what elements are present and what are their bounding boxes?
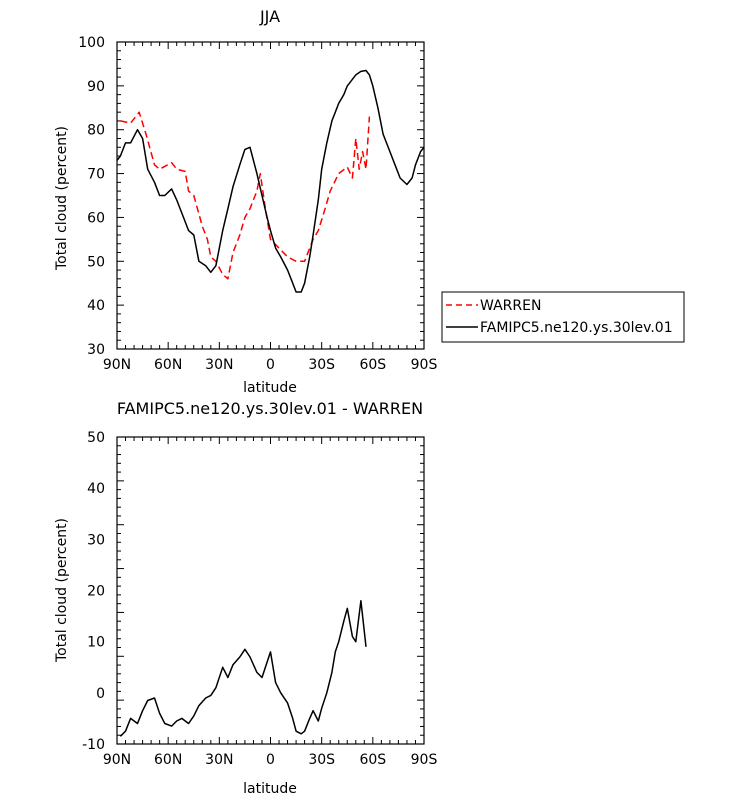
- y-tick-label: 0: [96, 686, 105, 702]
- x-tick-label: 60N: [154, 357, 182, 373]
- y-tick-label: 50: [87, 430, 105, 446]
- y-tick-label: 40: [87, 481, 105, 497]
- series-line-famipc5-ne120-ys-30lev-01: [116, 69, 425, 293]
- x-tick-label: 90N: [103, 752, 131, 768]
- series-line-0: [119, 599, 367, 737]
- chart-title-bottom: FAMIPC5.ne120.ys.30lev.01 - WARREN: [117, 399, 423, 418]
- legend-label-warren: WARREN: [480, 298, 541, 314]
- y-tick-label: 50: [87, 254, 105, 270]
- y-tick-label: 20: [87, 584, 105, 600]
- plot-lines-top: [116, 69, 425, 293]
- x-axis-label-top: latitude: [243, 380, 297, 396]
- x-tick-label: 30S: [308, 752, 335, 768]
- x-tick-label: 0: [266, 752, 275, 768]
- series-line-warren: [120, 111, 371, 280]
- y-tick-label: 80: [87, 123, 105, 139]
- x-tick-label: 60N: [154, 752, 182, 768]
- y-tick-label: 30: [87, 532, 105, 548]
- legend: WARREN FAMIPC5.ne120.ys.30lev.01: [441, 291, 685, 343]
- x-tick-label: 90S: [411, 357, 438, 373]
- axis-ticks-top: 90N 60N 30N 0 30S 60S 90S 30 40 50 60 70 80 90 100: [78, 35, 437, 373]
- plot-frame-bottom: [116, 436, 425, 745]
- y-tick-label: 30: [87, 342, 105, 358]
- y-tick-label: 70: [87, 167, 105, 183]
- y-axis-label-top: Total cloud (percent): [54, 126, 70, 271]
- x-tick-label: 30N: [205, 357, 233, 373]
- panel-bottom: FAMIPC5.ne120.ys.30lev.01 - WARREN 90N 60…: [54, 399, 437, 797]
- x-axis-label-bottom: latitude: [243, 781, 297, 797]
- x-tick-label: 30N: [205, 752, 233, 768]
- panel-top: JJA 90N 60N 30N 0 30S 60S 90S 30 40 50 60 70 80 90 100…: [54, 7, 437, 396]
- y-tick-label: 40: [87, 298, 105, 314]
- chart-title-top: JJA: [259, 7, 280, 26]
- x-tick-label: 60S: [359, 357, 386, 373]
- plot-frame-top: [116, 41, 425, 350]
- x-tick-label: 90S: [411, 752, 438, 768]
- x-tick-label: 30S: [308, 357, 335, 373]
- axis-ticks-bottom: 90N 60N 30N 0 30S 60S 90S -10 0 10 20 30 40 50: [82, 430, 437, 768]
- y-tick-label: -10: [82, 737, 105, 753]
- x-tick-label: 90N: [103, 357, 131, 373]
- y-axis-label-bottom: Total cloud (percent): [54, 518, 70, 663]
- y-tick-label: 60: [87, 210, 105, 226]
- x-tick-label: 0: [266, 357, 275, 373]
- legend-label-famipc5: FAMIPC5.ne120.ys.30lev.01: [480, 320, 673, 336]
- y-tick-label: 90: [87, 79, 105, 95]
- y-tick-label: 100: [78, 35, 105, 51]
- y-tick-label: 10: [87, 635, 105, 651]
- plot-lines-bottom: [119, 599, 367, 737]
- x-tick-label: 60S: [359, 752, 386, 768]
- legend-box: [441, 291, 685, 343]
